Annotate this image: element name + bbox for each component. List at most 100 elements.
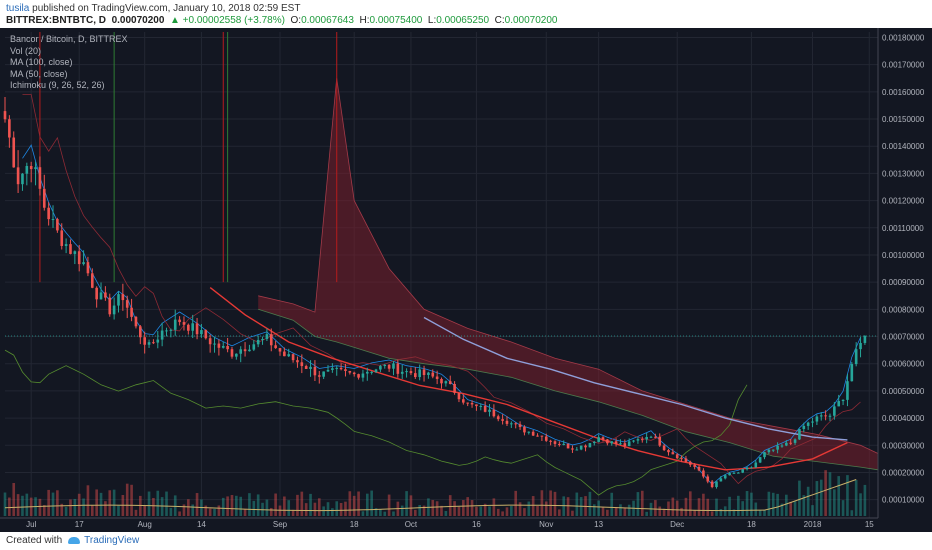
candle-body [204,330,208,339]
candle-body [383,364,387,367]
candle-body [405,371,408,373]
volume-bar [269,507,273,516]
candle-body [357,374,360,378]
volume-bar [859,493,862,516]
time-tick-label: 18 [350,520,359,529]
candle-body [400,371,404,374]
candle-body [479,405,483,407]
volume-bar [143,505,146,516]
volume-bar [300,491,304,516]
candle-body [811,421,814,423]
candle-body [47,207,50,220]
volume-bar [435,501,439,516]
candle-body [457,392,461,400]
candle-body [610,441,614,444]
volume-bar [374,508,378,516]
volume-bar [514,490,518,516]
candle-body [221,346,225,348]
candle-body [627,441,631,447]
volume-bar [418,505,421,516]
legend-ma100[interactable]: MA (100, close) [10,57,73,67]
price-tick-label: 0.00020000 [882,468,925,477]
volume-bar [361,511,365,516]
candle-body [566,443,570,449]
volume-bar [750,492,753,516]
candle-body [431,372,435,377]
candle-body [283,351,286,357]
candle-body [675,454,679,459]
time-tick-label: 15 [865,520,874,529]
candle-body [195,323,199,335]
volume-bar [82,498,85,516]
candle-body [789,442,793,444]
legend-vol[interactable]: Vol (20) [10,45,42,56]
volume-bar [680,507,683,516]
candle-body [104,292,107,298]
candle-body [523,426,526,433]
price-tick-label: 0.00160000 [882,88,925,97]
volume-bar [518,502,522,516]
candle-body [213,343,216,345]
volume-bar [256,494,260,516]
author-link[interactable]: tusila [6,3,30,14]
candle-body [427,372,430,376]
candle-body [379,366,382,370]
volume-bar [745,491,749,516]
volume-bar [165,491,168,516]
price-tick-label: 0.00140000 [882,142,925,151]
price-tick-label: 0.00080000 [882,305,925,314]
price-chart[interactable]: 0.00010000 0.00020000 0.00030000 0.00040000… [0,28,932,532]
volume-bar [21,495,24,516]
candle-body [597,437,600,442]
candle-body [758,457,762,463]
candle-body [667,450,670,453]
candle-body [64,244,68,246]
legend-ma50[interactable]: MA (50, close) [10,68,68,79]
candle-body [3,111,7,120]
kijun-line [22,94,861,485]
candle-body [544,436,548,441]
time-tick-label: 2018 [804,520,822,529]
volume-bar [566,497,570,516]
candle-body [69,244,72,254]
candle-body [287,354,291,357]
candle-body [798,429,801,440]
legend-ichimoku[interactable]: Ichimoku (9, 26, 52, 26) [10,80,105,90]
volume-bar [160,497,164,516]
candle-body [73,251,77,254]
candle-body [160,330,164,340]
candle-body [662,445,666,451]
candle-body [483,405,487,412]
candle-body [531,431,535,436]
volume-bar [357,491,360,516]
volume-bar [558,509,561,516]
volume-bar [588,491,592,516]
open-label: O: [290,15,302,26]
price-tick-label: 0.00170000 [882,61,925,70]
candle-body [614,441,618,444]
candle-body [571,448,574,450]
candle-body [143,337,146,345]
time-tick-label: Dec [670,520,684,529]
candle-body [418,369,421,378]
candle-body [348,370,352,373]
volume-bar [352,495,356,516]
candle-body [291,354,295,361]
time-tick-label: Oct [405,520,418,529]
candle-body [496,416,500,420]
volume-bar [793,501,797,516]
price-tick-label: 0.00010000 [882,496,925,505]
tradingview-link[interactable]: TradingView [84,535,140,546]
candle-body [741,469,744,473]
candle-body [854,349,858,365]
candle-body [252,344,256,350]
chart-area[interactable]: 0.00010000 0.00020000 0.00030000 0.00040000… [0,28,932,532]
volume-bar [697,498,701,516]
candle-body [21,173,24,185]
volume-bar [304,503,308,516]
candle-body [16,167,20,185]
volume-bar [510,506,513,516]
candle-body [702,470,705,477]
candle-body [29,166,33,170]
volume-bar [837,476,841,516]
